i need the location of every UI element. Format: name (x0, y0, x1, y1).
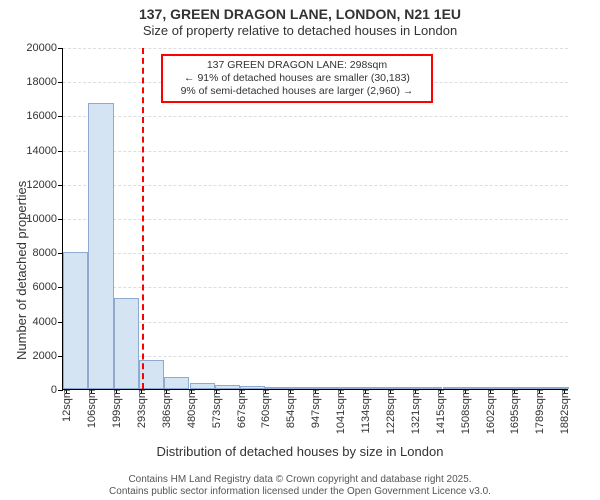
histogram-bar (88, 103, 113, 389)
reference-vline (142, 48, 144, 389)
y-tick-label: 12000 (26, 179, 63, 191)
grid-line (63, 219, 568, 220)
x-tick-label: 199sqm (109, 389, 123, 428)
x-axis-label: Distribution of detached houses by size … (0, 444, 600, 459)
x-tick-label: 947sqm (308, 389, 322, 428)
grid-line (63, 287, 568, 288)
histogram-chart: 137, GREEN DRAGON LANE, LONDON, N21 1EU … (0, 0, 600, 500)
chart-title: 137, GREEN DRAGON LANE, LONDON, N21 1EU (0, 0, 600, 23)
y-tick-label: 4000 (33, 316, 63, 328)
y-axis-label: Number of detached properties (14, 181, 29, 360)
x-tick-label: 1789sqm (532, 389, 546, 434)
grid-line (63, 151, 568, 152)
x-tick-label: 1228sqm (383, 389, 397, 434)
x-tick-label: 1041sqm (333, 389, 347, 434)
x-tick-label: 1695sqm (507, 389, 521, 434)
grid-line (63, 116, 568, 117)
x-tick-label: 1882sqm (557, 389, 571, 434)
x-tick-label: 573sqm (209, 389, 223, 428)
x-tick-label: 106sqm (84, 389, 98, 428)
annotation-line: ← 91% of detached houses are smaller (30… (168, 72, 426, 85)
y-tick-label: 20000 (26, 42, 63, 54)
x-tick-label: 854sqm (283, 389, 297, 428)
grid-line (63, 253, 568, 254)
x-tick-label: 293sqm (134, 389, 148, 428)
annotation-line: 137 GREEN DRAGON LANE: 298sqm (168, 59, 426, 72)
y-tick-label: 18000 (26, 76, 63, 88)
y-tick-label: 8000 (33, 247, 63, 259)
x-tick-label: 1508sqm (458, 389, 472, 434)
x-tick-label: 1321sqm (408, 389, 422, 434)
x-tick-label: 667sqm (234, 389, 248, 428)
y-tick-label: 16000 (26, 110, 63, 122)
grid-line (63, 48, 568, 49)
histogram-bar (164, 377, 189, 389)
annotation-line: 9% of semi-detached houses are larger (2… (168, 85, 426, 98)
x-tick-label: 1134sqm (358, 389, 372, 433)
x-tick-label: 12sqm (59, 389, 73, 422)
histogram-bar (63, 252, 88, 389)
chart-subtitle: Size of property relative to detached ho… (0, 23, 600, 39)
y-tick-label: 2000 (33, 350, 63, 362)
x-tick-label: 386sqm (159, 389, 173, 428)
plot-area: 0200040006000800010000120001400016000180… (62, 48, 568, 390)
footer-credit: Contains HM Land Registry data © Crown c… (0, 474, 600, 498)
x-tick-label: 1602sqm (483, 389, 497, 434)
x-tick-label: 480sqm (184, 389, 198, 428)
histogram-bar (114, 298, 139, 389)
y-tick-label: 10000 (26, 213, 63, 225)
x-tick-label: 1415sqm (433, 389, 447, 434)
y-tick-label: 14000 (26, 145, 63, 157)
x-tick-label: 760sqm (258, 389, 272, 428)
y-tick-label: 6000 (33, 281, 63, 293)
annotation-box: 137 GREEN DRAGON LANE: 298sqm← 91% of de… (161, 54, 433, 103)
grid-line (63, 185, 568, 186)
